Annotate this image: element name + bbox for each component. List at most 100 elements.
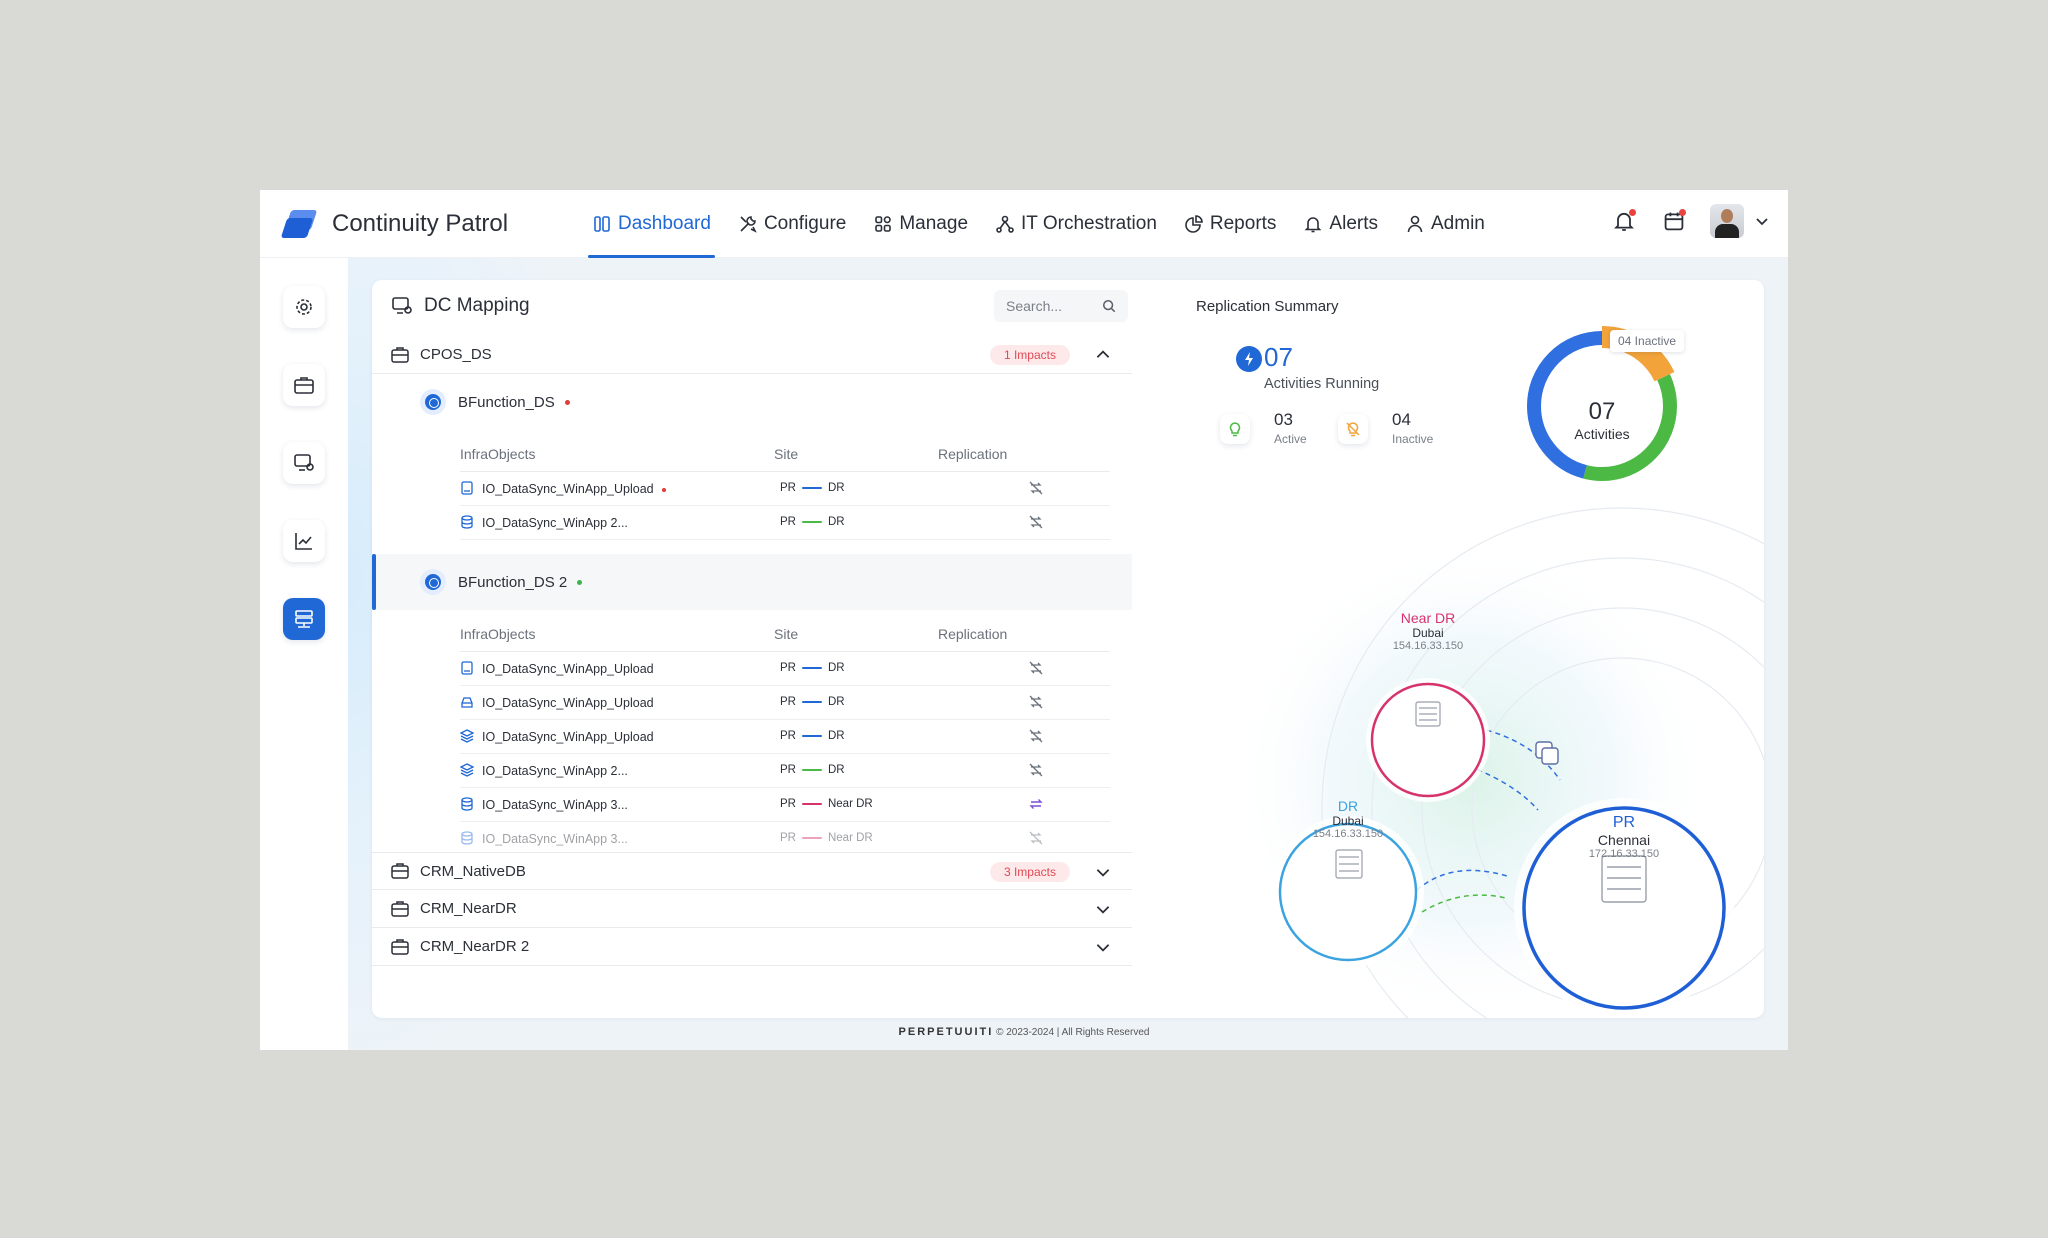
- infra-name: IO_DataSync_WinApp 3...: [482, 832, 628, 846]
- group-name: CPOS_DS: [420, 346, 492, 363]
- nav-label: IT Orchestration: [1021, 213, 1157, 234]
- nav-admin[interactable]: Admin: [1405, 190, 1485, 258]
- app-logo[interactable]: Continuity Patrol: [280, 208, 508, 240]
- briefcase-icon: [294, 377, 314, 394]
- inactive-label: Inactive: [1392, 432, 1434, 446]
- footer-copyright: © 2023-2024 | All Rights Reserved: [996, 1027, 1150, 1038]
- briefcase-icon: [391, 863, 409, 879]
- function-name: BFunction_DS 2: [458, 573, 568, 591]
- table-row[interactable]: IO_DataSync_WinApp 2... PR DR: [460, 754, 1110, 788]
- pr-ip: 172.16.33.150: [1588, 848, 1660, 860]
- group-row-crm-nativedb[interactable]: CRM_NativeDB 3 Impacts: [372, 852, 1132, 890]
- replication-off-icon[interactable]: [1028, 514, 1044, 530]
- infra-name: IO_DataSync_WinApp_Upload: [482, 662, 654, 676]
- notifications-button[interactable]: [1610, 207, 1638, 235]
- topology-map: [1232, 507, 1764, 1018]
- nav-reports[interactable]: Reports: [1184, 190, 1276, 258]
- table-row[interactable]: IO_DataSync_WinApp_Upload PR DR: [460, 472, 1110, 506]
- line-chart-icon: [295, 533, 312, 550]
- notification-dot: [1629, 209, 1636, 216]
- nav-dashboard[interactable]: Dashboard: [588, 190, 715, 258]
- replication-off-icon[interactable]: [1028, 694, 1044, 710]
- dr-city: Dubai: [1332, 814, 1364, 828]
- bell-icon: [1304, 217, 1322, 233]
- sidebar-item-monitor[interactable]: [283, 442, 325, 484]
- group-row-cpos-ds[interactable]: CPOS_DS 1 Impacts: [372, 336, 1132, 374]
- monitor-eye-icon: [392, 297, 412, 314]
- col-site: Site: [774, 626, 799, 642]
- replication-off-icon[interactable]: [1028, 762, 1044, 778]
- table-row[interactable]: IO_DataSync_WinApp_Upload PR DR: [460, 720, 1110, 754]
- group-row-crm-neardr-2[interactable]: CRM_NearDR 2: [372, 928, 1132, 966]
- function-name: BFunction_DS: [458, 393, 555, 411]
- chevron-down-icon[interactable]: [1094, 863, 1112, 881]
- dc-mapping-panel: DC Mapping Search... CPOS_DS 1 Impacts B…: [372, 280, 1132, 1018]
- nav-manage[interactable]: Manage: [873, 190, 968, 258]
- pr-label-group[interactable]: PR Chennai 172.16.33.150: [1544, 814, 1704, 860]
- search-icon[interactable]: [1102, 299, 1116, 313]
- copy-icon: [1535, 741, 1559, 765]
- near-dr-label-group[interactable]: Near DR Dubai 154.16.33.150: [1348, 610, 1508, 652]
- footer-brand: PERPETUUITI: [898, 1026, 994, 1038]
- table-row[interactable]: IO_DataSync_WinApp_Upload PR DR: [460, 652, 1110, 686]
- table-row[interactable]: IO_DataSync_WinApp 2... PR DR: [460, 506, 1110, 540]
- gear-icon: [296, 299, 312, 315]
- donut-segment-active-green: [1527, 331, 1677, 481]
- logo-icon: [280, 208, 318, 240]
- nav-alerts[interactable]: Alerts: [1303, 190, 1378, 258]
- table-row[interactable]: IO_DataSync_WinApp 3... PR Near DR: [460, 822, 1110, 852]
- near-dr-ip: 154.16.33.150: [1392, 640, 1464, 652]
- donut-segment-active-blue: [1527, 331, 1677, 481]
- replication-off-icon[interactable]: [1028, 480, 1044, 496]
- function-row-selected[interactable]: BFunction_DS 2: [372, 554, 1132, 610]
- pr-city: Chennai: [1597, 832, 1651, 848]
- sidebar-item-analytics[interactable]: [283, 520, 325, 562]
- calendar-button[interactable]: [1660, 207, 1688, 235]
- main-nav: Dashboard Configure Manage IT Orchestrat…: [588, 190, 1485, 258]
- briefcase-icon: [391, 900, 409, 917]
- chevron-up-icon[interactable]: [1094, 346, 1112, 364]
- status-dot: [564, 399, 570, 405]
- sidebar-item-briefcase[interactable]: [283, 364, 325, 406]
- sidebar-item-settings[interactable]: [283, 286, 325, 328]
- donut-inactive-tag: 04 Inactive: [1610, 330, 1685, 352]
- replication-off-icon[interactable]: [1028, 660, 1044, 676]
- function-row[interactable]: BFunction_DS: [372, 374, 1132, 430]
- dashboard-icon: [594, 216, 610, 232]
- orchestration-icon: [996, 215, 1014, 233]
- group-row-crm-neardr[interactable]: CRM_NearDR: [372, 890, 1132, 928]
- main-card: DC Mapping Search... CPOS_DS 1 Impacts B…: [372, 280, 1764, 1018]
- nav-configure[interactable]: Configure: [738, 190, 846, 258]
- calendar-dot: [1679, 209, 1686, 216]
- col-replication: Replication: [938, 626, 1008, 642]
- chevron-down-icon[interactable]: [1754, 213, 1770, 229]
- dr-label: DR: [1337, 798, 1359, 814]
- drive-icon: [461, 697, 473, 708]
- top-bar: Continuity Patrol Dashboard Configure Ma…: [260, 190, 1788, 258]
- chevron-down-icon[interactable]: [1094, 900, 1112, 918]
- sidebar-item-dc-mapping[interactable]: [283, 598, 325, 640]
- server-icon: [461, 661, 473, 675]
- replication-off-icon[interactable]: [1028, 728, 1044, 744]
- donut-hole: [1544, 348, 1660, 464]
- chevron-down-icon[interactable]: [1094, 938, 1112, 956]
- function-icon: [420, 569, 446, 595]
- site-path: PR DR: [780, 662, 845, 674]
- replication-off-icon[interactable]: [1028, 830, 1044, 846]
- node-pr: [1514, 798, 1734, 1018]
- server-icon: [1601, 855, 1647, 903]
- infra-name: IO_DataSync_WinApp_Upload: [482, 696, 654, 710]
- dr-label-group[interactable]: DR Dubai 154.16.33.150: [1268, 798, 1428, 840]
- avatar[interactable]: [1710, 204, 1744, 238]
- donut-label: Activities: [1574, 426, 1630, 442]
- calendar-icon: [1664, 212, 1684, 231]
- table-row[interactable]: IO_DataSync_WinApp_Upload PR DR: [460, 686, 1110, 720]
- nav-it-orchestration[interactable]: IT Orchestration: [995, 190, 1157, 258]
- replication-sync-icon[interactable]: [1028, 796, 1044, 812]
- search-input[interactable]: Search...: [994, 290, 1128, 322]
- donut-total: 07: [1588, 398, 1616, 425]
- table-row[interactable]: IO_DataSync_WinApp 3... PR Near DR: [460, 788, 1110, 822]
- node-near-dr: [1366, 678, 1490, 802]
- inactive-count: 04: [1392, 410, 1411, 429]
- nav-label: Alerts: [1329, 213, 1378, 234]
